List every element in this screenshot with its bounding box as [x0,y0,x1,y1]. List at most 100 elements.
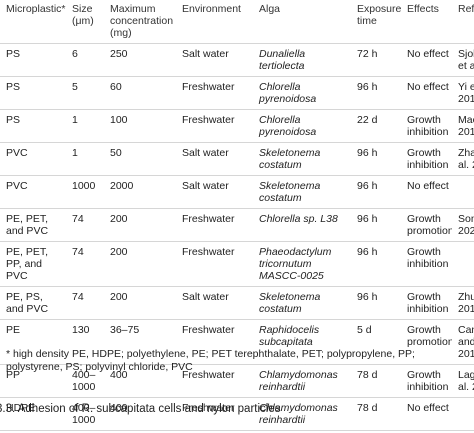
table-body: PS 6 250 Salt water Dunaliella tertiolecta 72… [0,43,474,431]
table-cell: 60 [104,76,176,110]
table-cell: 200 [104,208,176,242]
table-cell: No effect [401,397,452,431]
table-cell: 74 [66,241,104,287]
table-cell: Raphidocelis subcapitata [253,319,351,365]
header-cell: References [452,0,474,44]
table-cell: Dunaliella tertiolecta [253,43,351,77]
footnote: * high density PE, HDPE; polyethylene, P… [6,348,415,373]
table-cell: No effect [401,175,452,209]
table-cell: 5 [66,76,104,110]
header-cell: Size (μm) [66,0,104,44]
table-cell: HDPE [0,397,66,431]
table-row: PE 130 36–75 Freshwater Raphidocelis subcapi… [0,319,474,365]
table-cell: Yi et al. 2019 [452,76,474,110]
table-cell: 400–1000 [66,397,104,431]
table-row: PP 400–1000 400 Freshwater Chlamydomonas rei… [0,364,474,398]
table-cell: Chlorella sp. L38 [253,208,351,242]
table-cell: Lagarde et al. 2016 [452,364,474,398]
table-cell: Skeletonema costatum [253,286,351,320]
table-cell: 72 h [351,43,401,77]
table-cell: PS [0,43,66,77]
header-cell: Environment [176,0,253,44]
table-cell: Growth inhibition [401,142,452,176]
table-cell: 400 [104,397,176,431]
table-cell: PE [0,319,66,365]
table-cell: 200 [104,286,176,320]
table-cell: PE, PET, and PVC [0,208,66,242]
empty-cell [452,241,474,287]
table-row: PS 1 100 Freshwater Chlorella pyrenoidosa 22 … [0,109,474,143]
table-cell: Skeletonema costatum [253,142,351,176]
table-cell: Zhang et al. 2017 [452,142,474,176]
table-cell: No effect [401,43,452,77]
table-cell: 100 [104,109,176,143]
table-cell: 74 [66,286,104,320]
table-cell: PP [0,364,66,398]
table-cell: 2000 [104,175,176,209]
table-cell: 200 [104,241,176,287]
table-cell: Salt water [176,43,253,77]
header-cell: Maximum concentration (mg) [104,0,176,44]
table-cell: 250 [104,43,176,77]
table-cell: PE, PS, and PVC [0,286,66,320]
table-cell: Salt water [176,286,253,320]
table-row: PS 5 60 Freshwater Chlorella pyrenoidosa 96 h… [0,76,474,110]
table-cell: 1000 [66,175,104,209]
header-cell: Effects [401,0,452,44]
table-cell: Chlorella pyrenoidosa [253,76,351,110]
table-cell: PS [0,109,66,143]
table-cell: Salt water [176,175,253,209]
table-cell: 22 d [351,109,401,143]
table-cell: PVC [0,175,66,209]
table-cell: 400 [104,364,176,398]
table-row: HDPE 400–1000 400 Freshwater Chlamydomonas r… [0,397,474,431]
table-cell: 130 [66,319,104,365]
table-row: PE, PET, and PVC 74 200 Freshwater Chlorella… [0,208,474,242]
empty-cell [452,397,474,431]
table-cell: Freshwater [176,208,253,242]
table-cell: 5 d [351,319,401,365]
table-cell: Salt water [176,142,253,176]
table-cell: Canniff and Hong 2018 [452,319,474,365]
table-cell: PS [0,76,66,110]
table-cell: 96 h [351,142,401,176]
table-cell: Phaeodactylum tricornutum MASCC-0025 [253,241,351,287]
table-cell: Freshwater [176,364,253,398]
table-cell: 96 h [351,208,401,242]
table-cell: 6 [66,43,104,77]
table-cell: 50 [104,142,176,176]
table-cell: Skeletonema costatum [253,175,351,209]
table-row: PVC 1000 2000 Salt water Skeletonema costatu… [0,175,474,209]
table-row: PE, PS, and PVC 74 200 Salt water Skeletonem… [0,286,474,320]
table-cell: Chlorella pyrenoidosa [253,109,351,143]
table-cell: Mao et al. 2018 [452,109,474,143]
table-row: PE, PET, PP, and PVC 74 200 Freshwater Phaeo… [0,241,474,287]
table-cell: Growth inhibition [401,364,452,398]
table-cell: Growth promotion [401,208,452,242]
table-cell: Chlamydomonas reinhardtii [253,397,351,431]
header-row: Microplastic* Size (μm) Maximum concentrat… [0,0,474,44]
table-cell: Sjollema et al. 2016 [452,43,474,77]
table-cell: Freshwater [176,109,253,143]
table-cell: 96 h [351,286,401,320]
table-cell: 96 h [351,76,401,110]
table-cell: 36–75 [104,319,176,365]
table-cell: 78 d [351,397,401,431]
header-cell: Alga [253,0,351,44]
header-cell: Microplastic* [0,0,66,44]
table-cell: No effect [401,76,452,110]
table-cell: 1 [66,109,104,143]
table-cell: Song et al. 2020 [452,208,474,242]
section-heading: 3.3. Adhesion of R. subcapitata cells an… [0,403,281,415]
table-cell: 96 h [351,175,401,209]
empty-cell [452,175,474,209]
table-cell: Freshwater [176,319,253,365]
table-cell: Growth inhibition [401,286,452,320]
header-cell: Exposure time [351,0,401,44]
table-cell: Chlamydomonas reinhardtii [253,364,351,398]
table-cell: 78 d [351,364,401,398]
table-cell: Growth promotion [401,319,452,365]
